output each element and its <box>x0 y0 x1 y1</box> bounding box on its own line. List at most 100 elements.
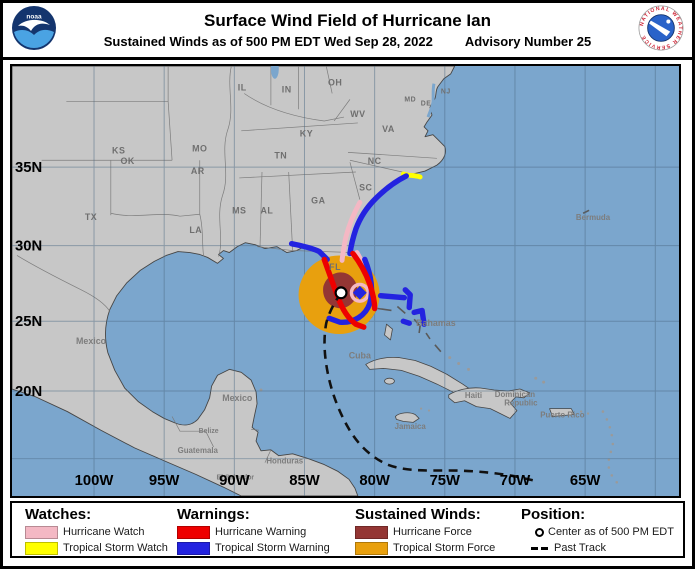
map-label: DE <box>421 100 432 107</box>
past-track-line <box>323 292 534 482</box>
map-label: 30N <box>15 239 42 255</box>
legend-label: Tropical Storm Warning <box>215 542 330 554</box>
legend-watches-title: Watches: <box>25 506 92 523</box>
header: noaa Surface Wind Field of Hurricane Ian… <box>3 3 692 60</box>
storm-center-marker <box>334 286 348 300</box>
subtitle-text: Sustained Winds as of 500 PM EDT Wed Sep… <box>103 34 433 49</box>
noaa-logo-svg: noaa <box>12 5 56 50</box>
legend-label: Hurricane Force <box>393 526 472 538</box>
map-label: MD <box>404 96 416 103</box>
tropical-storm-warning-swatch <box>177 542 210 555</box>
map-label: 70W <box>500 473 531 489</box>
legend-warnings: Warnings: Hurricane Warning Tropical Sto… <box>177 506 355 555</box>
legend-item-tropical-storm-force: Tropical Storm Force <box>355 542 521 555</box>
map-label: 20N <box>15 384 42 400</box>
map-label: VA <box>382 124 395 134</box>
map-label: Dominican <box>495 390 536 399</box>
legend-sustained-winds: Sustained Winds: Hurricane Force Tropica… <box>355 506 521 555</box>
noaa-logo-icon: noaa <box>11 5 57 56</box>
map-label: FL <box>329 262 341 272</box>
map-label: El Salvador <box>217 474 255 481</box>
legend-item-hurricane-force: Hurricane Force <box>355 526 521 539</box>
map-label: KY <box>300 129 313 139</box>
map-label: OK <box>120 156 134 166</box>
nws-logo-icon: NATIONAL WEATHER SERVICE <box>638 5 684 56</box>
legend-item-center: Center as of 500 PM EDT <box>521 526 683 539</box>
lesser-antilles-islands <box>601 410 619 484</box>
map-label: 25N <box>15 314 42 330</box>
map-label: MS <box>232 205 246 215</box>
page-subtitle: Sustained Winds as of 500 PM EDT Wed Sep… <box>57 34 638 49</box>
map-label: LA <box>189 225 202 235</box>
legend-item-tropical-storm-watch: Tropical Storm Watch <box>25 542 177 555</box>
map-label: WV <box>350 109 365 119</box>
legend: Watches: Hurricane Watch Tropical Storm … <box>10 501 685 558</box>
map-label: 85W <box>289 473 320 489</box>
puerto-rico-island <box>549 408 575 417</box>
map-label: NC <box>368 156 382 166</box>
map-label: Jamaica <box>395 422 427 431</box>
legend-label: Center as of 500 PM EDT <box>548 526 674 538</box>
advisory-number: Advisory Number 25 <box>464 34 592 49</box>
legend-warnings-title: Warnings: <box>177 506 250 523</box>
map-label: IN <box>282 85 292 95</box>
hurricane-warning-swatch <box>177 526 210 539</box>
map-label: Puerto Rico <box>540 410 584 419</box>
map-label: NJ <box>441 89 451 96</box>
map-label: Cuba <box>349 351 371 361</box>
open-circle-icon <box>535 528 544 537</box>
map-label: TX <box>85 212 97 222</box>
header-titles: Surface Wind Field of Hurricane Ian Sust… <box>57 11 638 49</box>
map-label: Bermuda <box>576 213 611 222</box>
map-label: 95W <box>149 473 180 489</box>
legend-position: Position: Center as of 500 PM EDT Past T… <box>521 506 683 554</box>
map-label: SC <box>359 183 372 193</box>
tropical-storm-force-swatch <box>355 542 388 555</box>
map-label: TN <box>274 150 287 160</box>
lake-okeechobee-warning <box>349 282 370 303</box>
legend-position-title: Position: <box>521 506 586 523</box>
nws-logo-svg: NATIONAL WEATHER SERVICE <box>638 5 684 50</box>
legend-label: Tropical Storm Watch <box>63 542 168 554</box>
bays-and-lakes <box>270 66 443 118</box>
jamaica-island <box>395 412 420 423</box>
north-america-landmass <box>12 66 456 496</box>
map-label: 35N <box>15 160 42 176</box>
tropical-storm-warning-lines <box>288 173 427 327</box>
hispaniola-island <box>448 387 531 419</box>
legend-sustained-title: Sustained Winds: <box>355 506 481 523</box>
map-label: Haiti <box>465 391 482 400</box>
legend-item-tropical-storm-warning: Tropical Storm Warning <box>177 542 355 555</box>
wind-field-map: KS MO IL IN OH KY WV VA MD DE NJ NC SC TN OK AR MS AL GA TX… <box>10 64 681 498</box>
map-label: 100W <box>75 473 114 489</box>
map-label: KS <box>112 145 125 155</box>
map-label: AR <box>191 166 205 176</box>
map-label: 80W <box>359 473 390 489</box>
tropical-storm-watch-swatch <box>25 542 58 555</box>
map-labels-layer: KS MO IL IN OH KY WV VA MD DE NJ NC SC TN OK AR MS AL GA TX… <box>15 78 611 490</box>
map-label: 90W <box>219 473 250 489</box>
map-label: MO <box>192 143 207 153</box>
map-label: Belize <box>199 428 219 435</box>
state-borders <box>16 66 437 463</box>
map-label: GA <box>311 195 325 205</box>
map-container: KS MO IL IN OH KY WV VA MD DE NJ NC SC TN OK AR MS AL GA TX… <box>3 60 692 501</box>
legend-label: Tropical Storm Force <box>393 542 496 554</box>
dash-line-icon <box>531 547 551 550</box>
map-label: Bahamas <box>416 318 456 328</box>
map-label: IL <box>238 83 247 93</box>
legend-watches: Watches: Hurricane Watch Tropical Storm … <box>25 506 177 555</box>
legend-label: Hurricane Warning <box>215 526 307 538</box>
map-label: Mexico <box>76 336 107 346</box>
svg-text:noaa: noaa <box>26 13 42 20</box>
caribbean-islands <box>365 323 575 423</box>
map-label: Mexico <box>222 393 253 403</box>
map-label: OH <box>328 78 342 88</box>
page-title: Surface Wind Field of Hurricane Ian <box>203 11 491 30</box>
legend-item-past-track: Past Track <box>521 542 683 555</box>
map-label: Guatemala <box>178 446 219 455</box>
legend-item-hurricane-watch: Hurricane Watch <box>25 526 177 539</box>
hurricane-watch-swatch <box>25 526 58 539</box>
map-label: 65W <box>570 473 601 489</box>
